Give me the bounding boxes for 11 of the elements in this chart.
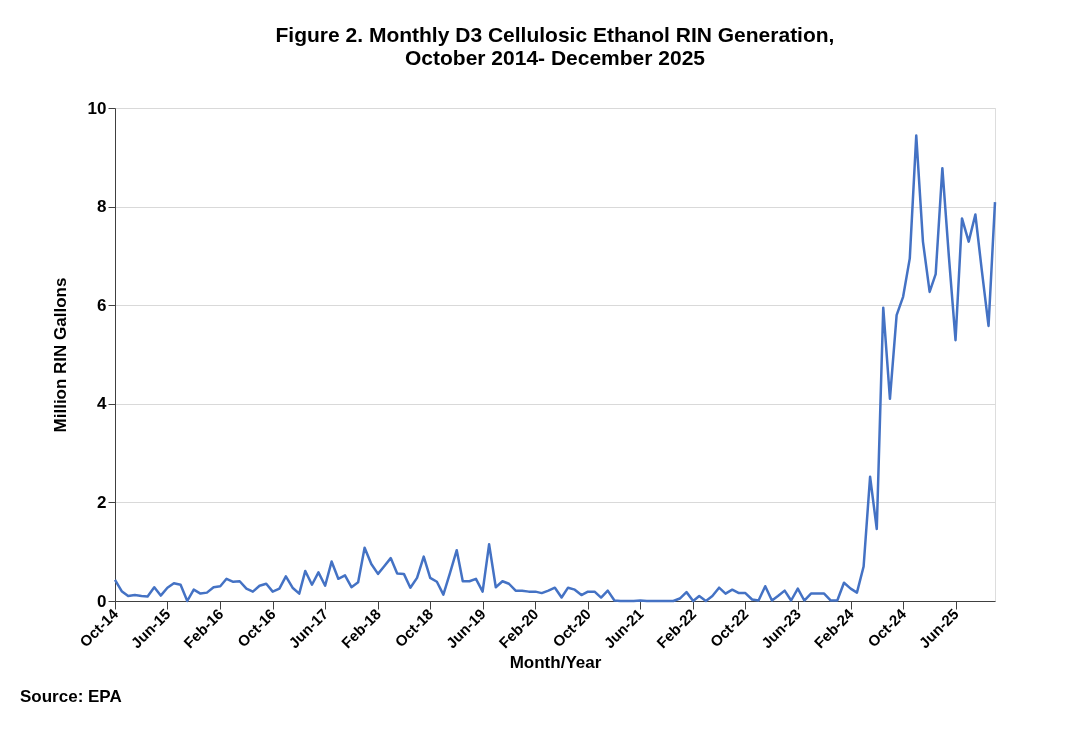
x-axis-title: Month/Year [509,653,602,673]
source-note: Source: EPA [20,687,122,706]
y-tick-label: 8 [97,197,107,217]
text: Figure 2. Monthly D3 Cellulosic Ethanol RIN Generation, [275,23,835,46]
y-axis-title: Million RIN Gallons [50,277,70,433]
y-tick-label: 6 [97,295,107,315]
y-tick-label: 2 [97,492,107,512]
y-tick-label: 10 [87,98,107,118]
y-tick-label: 4 [97,394,108,414]
y-tick-label: 0 [97,591,107,611]
text: October 2014- December 2025 [405,46,705,69]
